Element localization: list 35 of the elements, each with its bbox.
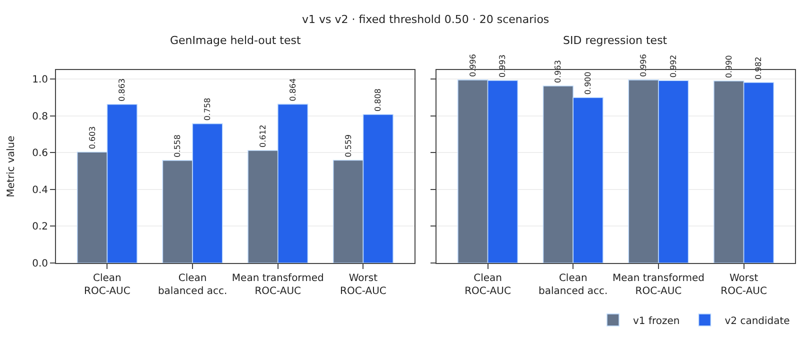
y-tick-label: 0.0 [32,258,48,270]
x-tick-label: Clean balanced acc. [158,273,228,297]
x-tick-label: Clean ROC-AUC [464,273,511,297]
x-tick-label: Worst ROC-AUC [720,273,767,297]
x-tick-label: Clean balanced acc. [538,273,608,297]
y-tick-label: 1.0 [32,74,48,86]
data-label: 0.996 [468,54,478,77]
x-tick-label: Clean ROC-AUC [84,273,130,297]
text: v1 vs v2 · fixed threshold 0.50 · 20 scenarios [302,13,550,26]
data-label: 0.996 [639,54,648,77]
y-tick-label: 0.4 [32,184,48,196]
data-label: 0.558 [173,134,182,158]
y-axis-title: Metric value [6,136,18,198]
data-label: 0.864 [288,78,298,102]
y-tick-label: 0.8 [32,111,48,122]
y-tick-label: 0.6 [32,148,48,160]
data-label: 0.982 [754,56,764,80]
data-label: 0.758 [202,98,212,121]
data-label: 0.992 [668,54,678,78]
legend-label: v2 candidate [724,316,790,327]
data-label: 0.993 [498,54,508,78]
x-tick-label: Mean transformed ROC-AUC [612,273,704,297]
data-label: 0.603 [88,126,97,150]
data-label: 0.900 [584,72,593,95]
chart-title: GenImage held-out test [170,34,302,47]
x-tick-label: Worst ROC-AUC [340,273,386,297]
data-label: 0.863 [118,78,127,102]
data-label: 0.963 [554,60,563,83]
x-tick-label: Mean transformed ROC-AUC [232,273,324,297]
y-tick-label: 0.2 [32,222,48,233]
chart-title: SID regression test [563,34,668,47]
legend-label: v1 frozen [633,316,680,327]
data-label: 0.612 [258,124,268,148]
data-label: 0.808 [374,88,383,112]
data-label: 0.559 [344,134,353,158]
